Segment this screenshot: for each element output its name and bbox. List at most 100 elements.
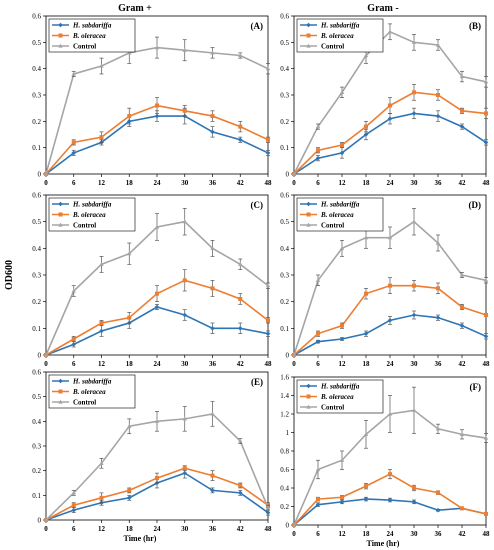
x-tick-label: 48 xyxy=(483,530,491,538)
x-tick-label: 6 xyxy=(316,360,320,368)
data-point xyxy=(364,291,368,296)
data-point xyxy=(339,457,345,462)
x-tick-label: 0 xyxy=(44,179,48,187)
data-point xyxy=(71,150,77,156)
data-point xyxy=(387,116,393,121)
data-point xyxy=(210,245,215,250)
data-point xyxy=(483,334,489,339)
data-point xyxy=(412,486,416,490)
data-point xyxy=(484,111,488,116)
data-point xyxy=(71,342,77,347)
data-point xyxy=(154,304,160,310)
data-point xyxy=(316,497,320,502)
data-point xyxy=(316,148,320,153)
data-point xyxy=(411,111,417,116)
data-point xyxy=(237,490,243,496)
y-tick-label: 0.3 xyxy=(32,443,41,451)
y-tick-label: 0 xyxy=(286,522,290,530)
x-tick-label: 6 xyxy=(72,179,76,187)
data-point xyxy=(266,318,270,323)
data-point xyxy=(99,495,104,500)
legend-label: B. oleracea xyxy=(72,388,106,396)
data-point xyxy=(210,129,215,135)
data-point xyxy=(154,224,160,229)
y-tick-label: 0.1 xyxy=(280,144,289,152)
data-point xyxy=(182,470,188,476)
y-tick-label: 0.3 xyxy=(32,92,41,100)
x-tick-label: 36 xyxy=(209,179,217,187)
legend-marker xyxy=(58,22,63,28)
data-point xyxy=(387,411,393,416)
data-point xyxy=(460,506,464,511)
data-point xyxy=(99,460,104,465)
x-tick-label: 6 xyxy=(316,530,320,538)
data-point xyxy=(99,63,104,68)
data-point xyxy=(71,490,76,495)
y-tick-label: 0.4 xyxy=(32,65,41,73)
data-point xyxy=(182,47,187,52)
data-point xyxy=(210,488,215,493)
data-point xyxy=(127,50,132,55)
data-point xyxy=(459,431,465,436)
series-control xyxy=(43,36,271,176)
panel-b: 0 0.1 0.2 0.3 0.4 0.5 0.6 0 6 12 18 24 30 36 42 48 H. sa… xyxy=(280,13,490,188)
data-point xyxy=(364,484,368,489)
x-tick-label: 12 xyxy=(339,530,347,538)
data-point xyxy=(291,522,297,527)
data-point xyxy=(238,53,243,58)
panel-label: (A) xyxy=(251,21,264,31)
series-b-oleracea xyxy=(292,84,488,176)
data-point xyxy=(484,313,488,317)
data-point xyxy=(436,93,440,97)
legend-label: Control xyxy=(73,43,96,51)
x-tick-label: 18 xyxy=(363,530,371,538)
legend-marker xyxy=(306,394,311,399)
data-point xyxy=(210,114,215,119)
y-tick-label: 0 xyxy=(286,171,290,179)
data-point xyxy=(411,219,417,224)
data-point xyxy=(265,510,271,515)
panel-e: 0 0.1 0.2 0.3 0.4 0.5 0.6 0 6 12 18 24 30 36 42 48 H. sa… xyxy=(32,369,272,534)
legend-marker xyxy=(58,201,63,207)
y-tick-label: 0.4 xyxy=(280,485,289,493)
data-point xyxy=(210,411,215,416)
y-tick-label: 0.2 xyxy=(32,467,41,475)
data-point xyxy=(316,331,320,336)
data-point xyxy=(155,103,159,108)
panel-label: (C) xyxy=(251,200,264,210)
legend-label: B. oleracea xyxy=(320,211,354,219)
legend-label: Control xyxy=(321,222,344,230)
y-tick-label: 0.2 xyxy=(280,503,289,511)
x-tick-label: 48 xyxy=(483,179,491,187)
data-point xyxy=(126,495,132,501)
data-point xyxy=(154,113,160,119)
data-point xyxy=(339,336,345,342)
data-point xyxy=(340,323,344,328)
legend-marker xyxy=(306,212,311,217)
data-point xyxy=(483,79,489,84)
data-point xyxy=(459,323,465,328)
legend-marker xyxy=(58,212,63,217)
data-point xyxy=(155,291,159,296)
data-point xyxy=(315,467,321,472)
data-point xyxy=(182,108,187,113)
y-tick-label: 0.2 xyxy=(280,118,289,126)
x-tick-label: 0 xyxy=(292,360,296,368)
data-point xyxy=(387,29,393,34)
x-tick-label: 30 xyxy=(411,179,419,187)
data-point xyxy=(99,261,104,266)
x-tick-label: 24 xyxy=(154,525,162,533)
data-point xyxy=(435,42,441,47)
y-tick-label: 0.2 xyxy=(32,298,41,306)
data-point xyxy=(71,71,76,76)
y-tick-label: 0.4 xyxy=(32,245,41,253)
panel-label: (B) xyxy=(469,21,481,31)
data-point xyxy=(238,261,243,266)
y-tick-label: 0.8 xyxy=(280,448,289,456)
legend-marker xyxy=(306,222,311,227)
legend-label: H. sabdariffa xyxy=(320,22,360,30)
data-point xyxy=(340,143,344,148)
legend-marker xyxy=(58,378,63,384)
series-control xyxy=(43,207,271,357)
data-point xyxy=(71,140,76,145)
